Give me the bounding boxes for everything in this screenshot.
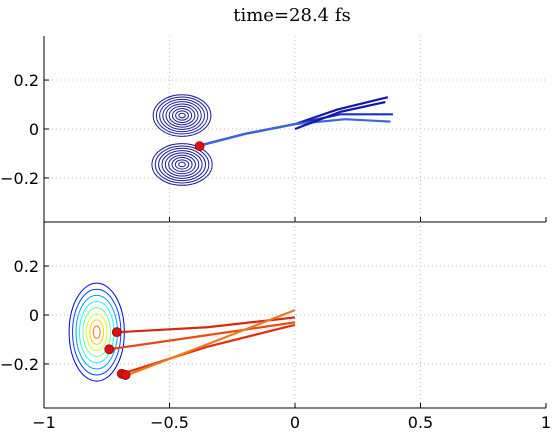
top-y-tick-label: 0.2 [14, 71, 39, 90]
bottom-x-tick-label: 0.5 [408, 413, 433, 432]
bottom-x-tick-label: 0 [290, 413, 300, 432]
top-contour-line [159, 98, 206, 133]
top-contour-line [168, 154, 196, 175]
top-contour-line [164, 152, 200, 177]
top-contour-line [171, 108, 193, 123]
bottom-trajectory-line [109, 321, 296, 351]
top-y-tick-label: −0.2 [0, 169, 39, 188]
top-contour-line [171, 157, 193, 172]
top-particle-marker [194, 141, 205, 152]
top-contour-line [175, 110, 189, 121]
bottom-contour-line [82, 307, 112, 358]
bottom-y-tick-label: 0 [29, 306, 39, 325]
top-contour-line [151, 143, 213, 186]
bottom-particle-marker [111, 327, 122, 338]
bottom-particle-marker [120, 370, 131, 380]
top-contour-line [165, 103, 199, 128]
bottom-trajectory-line [123, 309, 296, 378]
bottom-contour-line [85, 313, 108, 351]
chart-title: time=28.4 fs [233, 5, 351, 26]
top-panel: 0.2 0 −0.2 [0, 36, 547, 223]
top-contour-line [178, 112, 186, 119]
top-contour-line [158, 147, 206, 182]
bottom-contour-line [75, 294, 118, 370]
bottom-contour-line [92, 325, 101, 339]
top-contour-line [155, 96, 209, 135]
top-contour-line [178, 161, 186, 168]
top-trajectory-line [196, 113, 393, 148]
top-contour-line [152, 94, 212, 137]
top-contour-line [162, 101, 202, 130]
bottom-trajectory-line [121, 323, 296, 375]
bottom-panel: 0.2 0 −0.2 −1 −0.5 0 0.5 1 [0, 222, 551, 432]
top-contour-line [161, 150, 203, 179]
top-contour-line [174, 159, 190, 170]
bottom-y-tick-label: −0.2 [0, 355, 39, 374]
bottom-x-tick-label: −1 [32, 413, 56, 432]
bottom-x-tick-label: 1 [541, 413, 551, 432]
top-y-tick-label: 0 [29, 120, 39, 139]
top-contour-line [168, 105, 196, 126]
bottom-contour-line [89, 319, 105, 345]
top-contour-line [154, 145, 210, 184]
top-trajectory-line [294, 101, 386, 131]
bottom-particle-marker [104, 344, 115, 355]
bottom-x-tick-label: −0.5 [150, 413, 189, 432]
bottom-y-tick-label: 0.2 [14, 257, 39, 276]
top-trajectory-line [196, 118, 391, 148]
